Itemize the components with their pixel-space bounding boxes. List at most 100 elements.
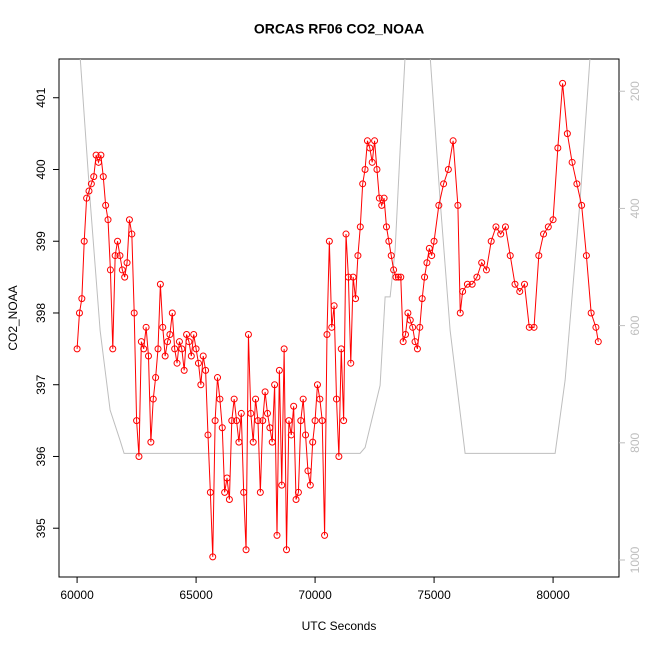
data-point <box>202 366 210 374</box>
data-point <box>473 273 481 281</box>
x-tick-label: 80000 <box>536 588 570 602</box>
data-point <box>449 137 457 145</box>
data-point <box>333 395 341 403</box>
data-point <box>287 431 295 439</box>
data-point <box>430 237 438 245</box>
data-point <box>416 323 424 331</box>
y2-tick-label: 1000 <box>628 546 642 573</box>
data-point <box>206 488 214 496</box>
data-point <box>90 173 98 181</box>
x-axis-label: UTC Seconds <box>302 619 377 633</box>
data-point <box>344 273 352 281</box>
data-point <box>544 223 552 231</box>
x-tick-label: 75000 <box>417 588 451 602</box>
data-point <box>111 252 119 260</box>
data-point <box>283 546 291 554</box>
data-point <box>252 395 260 403</box>
data-point <box>121 273 129 281</box>
data-point <box>535 252 543 260</box>
data-point <box>316 395 324 403</box>
data-point <box>204 431 212 439</box>
data-point <box>214 374 222 382</box>
data-point <box>247 409 255 417</box>
data-point <box>406 316 414 324</box>
data-point <box>194 359 202 367</box>
data-point <box>440 180 448 188</box>
data-point <box>330 302 338 310</box>
data-point <box>261 388 269 396</box>
x-tick-label: 60000 <box>60 588 94 602</box>
data-point <box>73 345 81 353</box>
plot-frame <box>58 58 620 578</box>
data-point <box>578 201 586 209</box>
data-point <box>363 137 371 145</box>
data-point <box>161 352 169 360</box>
data-point <box>521 280 529 288</box>
data-point <box>482 266 490 274</box>
data-point <box>335 452 343 460</box>
data-point <box>118 266 126 274</box>
data-point <box>116 252 124 260</box>
data-point <box>497 230 505 238</box>
data-point <box>549 216 557 224</box>
data-point <box>235 438 243 446</box>
data-point <box>233 417 241 425</box>
data-point <box>392 273 400 281</box>
data-point <box>501 223 509 231</box>
plot-area <box>73 59 602 561</box>
data-point <box>185 338 193 346</box>
data-point <box>254 417 262 425</box>
data-point <box>409 323 417 331</box>
data-point <box>340 417 348 425</box>
data-point <box>142 323 150 331</box>
data-point <box>197 381 205 389</box>
data-point <box>87 180 95 188</box>
data-point <box>271 381 279 389</box>
data-point <box>168 309 176 317</box>
data-point <box>587 309 595 317</box>
y-tick-label: 401 <box>34 87 48 107</box>
series-line <box>79 59 591 454</box>
data-point <box>359 180 367 188</box>
data-point <box>256 488 264 496</box>
y-tick-label: 397 <box>34 374 48 394</box>
data-point <box>554 144 562 152</box>
series-line <box>76 83 599 557</box>
data-point <box>280 345 288 353</box>
data-point <box>594 338 602 346</box>
data-point <box>582 252 590 260</box>
data-point <box>328 323 336 331</box>
data-point <box>154 345 162 353</box>
data-point <box>511 280 519 288</box>
y-tick-label: 396 <box>34 446 48 466</box>
data-point <box>304 467 312 475</box>
data-point <box>487 237 495 245</box>
y2-tick-label: 400 <box>628 198 642 218</box>
data-point <box>223 474 231 482</box>
data-point <box>99 173 107 181</box>
data-point <box>380 194 388 202</box>
data-point <box>106 266 114 274</box>
data-point <box>390 266 398 274</box>
data-point <box>140 345 148 353</box>
data-point <box>337 345 345 353</box>
data-point <box>404 309 412 317</box>
data-point <box>456 309 464 317</box>
data-point <box>83 194 91 202</box>
data-point <box>180 366 188 374</box>
data-point <box>516 287 524 295</box>
data-point <box>221 488 229 496</box>
data-point <box>171 345 179 353</box>
data-point <box>428 252 436 260</box>
data-point <box>444 165 452 173</box>
data-point <box>506 252 514 260</box>
data-point <box>225 496 233 504</box>
data-point <box>104 216 112 224</box>
data-point <box>361 165 369 173</box>
data-point <box>302 431 310 439</box>
data-point <box>463 280 471 288</box>
data-point <box>144 352 152 360</box>
data-point <box>371 137 379 145</box>
data-point <box>216 395 224 403</box>
data-point <box>244 331 252 339</box>
